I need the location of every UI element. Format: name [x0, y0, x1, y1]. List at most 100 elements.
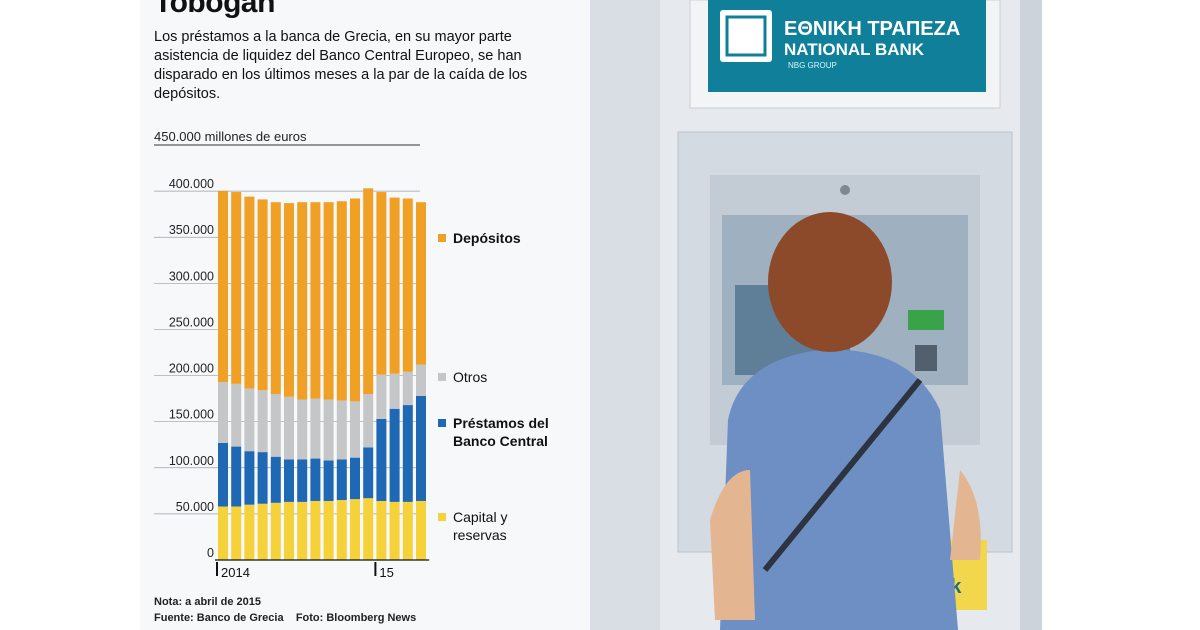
bar-segment	[402, 405, 413, 502]
bar-segment	[218, 191, 228, 383]
bar-segment	[257, 503, 268, 560]
bar-segment	[376, 418, 387, 501]
bar-segment	[231, 506, 242, 560]
bar-segment	[218, 442, 228, 507]
bar-segment	[416, 395, 426, 501]
bar-segment	[244, 451, 255, 505]
legend-item-prestamos: Préstamos del Banco Central	[438, 414, 549, 450]
y-tick-label: 350.000	[169, 223, 214, 237]
person-hair	[768, 212, 892, 352]
legend-item-otros: Otros	[438, 369, 487, 385]
atm-illustration: ΕΘΝΙΚΗ ΤΡΑΠΕΖΑ NATIONAL BANK NBG GROUP n…	[590, 0, 1042, 630]
infographic-panel: Tobogán Los préstamos a la banca de Grec…	[140, 0, 590, 630]
x-tick-label: 2014	[221, 565, 250, 580]
y-tick-label: 200.000	[169, 362, 214, 376]
bar-segment	[310, 202, 321, 399]
bar-segment	[270, 456, 281, 503]
bar-segment	[310, 500, 321, 560]
bar-segment	[336, 400, 347, 460]
stacked-bar-chart: 0 50.000 100.000 150.000 200.000 250.000 300.0…	[154, 144, 430, 580]
bar-segment	[416, 364, 426, 396]
sign-line-1: ΕΘΝΙΚΗ ΤΡΑΠΕΖΑ	[784, 18, 960, 40]
bar-segment	[284, 501, 294, 560]
bar-segment	[402, 371, 413, 406]
bar-segment	[231, 192, 242, 384]
bar-segment	[402, 198, 413, 372]
bar-segment	[336, 201, 347, 401]
bar-segment	[402, 501, 413, 560]
bar-segment	[244, 196, 255, 389]
legend-item-depositos: Depósitos	[438, 230, 521, 246]
chart-subtitle: Los préstamos a la banca de Grecia, en s…	[154, 29, 528, 102]
bar-segment	[270, 502, 281, 560]
bar-segment	[350, 198, 360, 402]
y-tick-label: 50.000	[176, 500, 214, 514]
bar-segment	[363, 394, 374, 448]
bar-segment	[323, 500, 334, 560]
bar-segment	[336, 500, 347, 560]
legend-swatch-otros	[438, 373, 446, 381]
bar-segment	[363, 447, 374, 499]
bar-segment	[284, 459, 294, 502]
y-tick-label: 150.000	[169, 408, 214, 422]
chart-note: Nota: a abril de 2015	[154, 596, 261, 608]
bar-segment	[323, 460, 334, 501]
bar-segment	[376, 192, 387, 375]
bar-segment	[284, 203, 294, 397]
y-tick-label: 300.000	[169, 269, 214, 283]
bar-segment	[376, 500, 387, 560]
bar-segment	[257, 199, 268, 391]
bar-segment	[218, 506, 228, 560]
bar-segment	[297, 459, 308, 502]
bar-segment	[244, 388, 255, 452]
bar-segment	[363, 188, 374, 394]
bank-logo-icon	[720, 10, 772, 62]
atm-photo: ΕΘΝΙΚΗ ΤΡΑΠΕΖΑ NATIONAL BANK NBG GROUP n…	[590, 0, 1042, 630]
person-body	[720, 349, 958, 630]
bar-segment	[389, 501, 400, 560]
x-tick-label: 15	[379, 565, 393, 580]
chart-source: Fuente: Banco de Grecia Foto: Bloomberg …	[154, 612, 417, 624]
legend-label-depositos: Depósitos	[453, 230, 521, 246]
bar-segment	[297, 399, 308, 460]
bar-segment	[376, 374, 387, 419]
bar-segment	[350, 499, 360, 560]
bar-segment	[231, 383, 242, 447]
legend-label-prestamos: Préstamos del Banco Central	[453, 415, 549, 449]
y-tick-label: 100.000	[169, 454, 214, 468]
bar-segment	[323, 202, 334, 400]
legend-swatch-depositos	[438, 234, 446, 242]
sign-line-3: NBG GROUP	[788, 61, 837, 70]
bar-segment	[270, 394, 281, 457]
bar-segment	[270, 202, 281, 394]
bar-segment	[244, 504, 255, 560]
legend-swatch-prestamos	[438, 419, 446, 427]
bar-segment	[284, 396, 294, 460]
bar-segment	[297, 202, 308, 400]
bar-segment	[297, 501, 308, 560]
legend-swatch-capital	[438, 513, 446, 521]
bar-segment	[218, 382, 228, 443]
legend-label-otros: Otros	[453, 369, 488, 385]
y-tick-label: 250.000	[169, 315, 214, 329]
legend-label-capital: Capital y reservas	[453, 509, 508, 543]
page-title: Tobogán	[154, 0, 275, 19]
legend-item-capital: Capital y reservas	[438, 508, 507, 544]
y-tick-label: 0	[207, 546, 214, 560]
bar-segment	[389, 373, 400, 409]
bar-segment	[350, 457, 360, 500]
bar-segment	[257, 390, 268, 453]
bar-segment	[363, 498, 374, 560]
bar-segment	[389, 408, 400, 502]
bar-segment	[350, 401, 360, 458]
bar-segment	[389, 197, 400, 374]
sign-line-2: NATIONAL BANK	[784, 40, 925, 59]
bar-segment	[310, 398, 321, 459]
bar-segment	[231, 446, 242, 507]
y-tick-label: 400.000	[169, 177, 214, 191]
bar-segment	[323, 399, 334, 461]
unit-label: 450.000 millones de euros	[154, 129, 307, 144]
bar-segment	[336, 459, 347, 501]
bar-segment	[416, 202, 426, 365]
bar-segment	[416, 500, 426, 560]
